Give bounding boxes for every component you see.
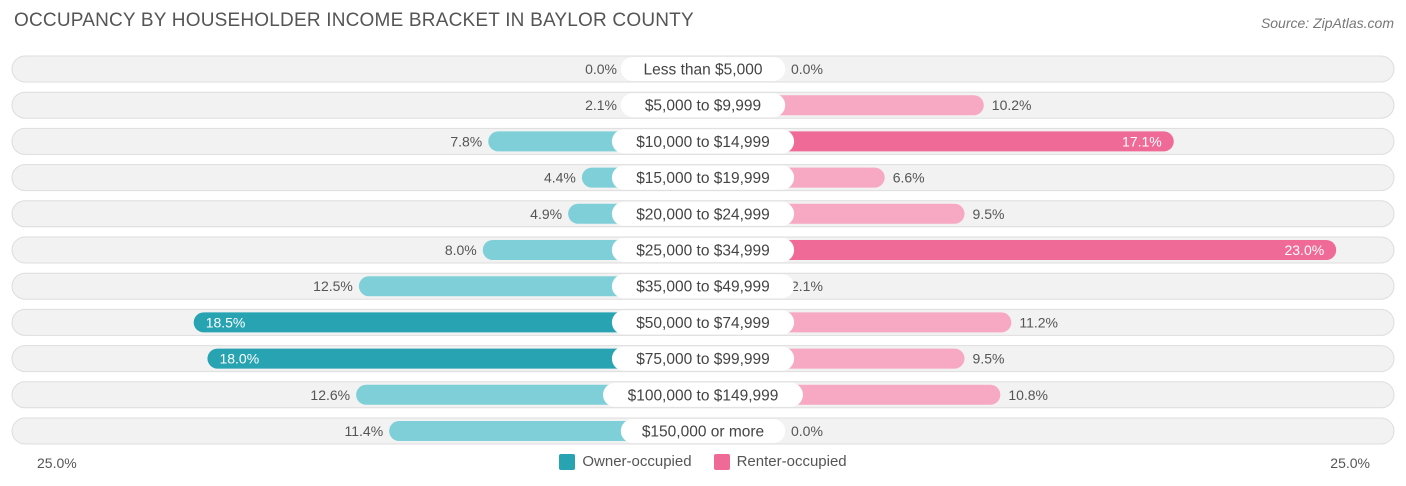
owner-value-label: 0.0% (585, 61, 617, 77)
renter-value-label: 0.0% (791, 61, 823, 77)
owner-value-label: 4.9% (530, 206, 562, 222)
renter-value-label: 9.5% (973, 206, 1005, 222)
category-label: $150,000 or more (642, 424, 764, 441)
legend-renter-label: Renter-occupied (736, 453, 847, 470)
category-pill (620, 57, 786, 81)
axis-left-label: 25.0% (37, 455, 77, 471)
category-pill (611, 165, 795, 190)
legend-item-renter: Renter-occupied (713, 453, 847, 470)
category-pill (620, 419, 786, 443)
owner-bar (207, 348, 713, 369)
renter-value-label: 17.1% (1122, 133, 1162, 149)
owner-value-label: 18.5% (206, 314, 246, 330)
legend-item-owner: Owner-occupied (559, 453, 692, 470)
renter-swatch (713, 453, 730, 470)
renter-value-label: 11.2% (1019, 314, 1058, 330)
renter-bar (693, 240, 1337, 260)
renter-value-label: 6.6% (893, 170, 925, 186)
owner-bar (193, 312, 713, 333)
category-label: $50,000 to $74,999 (636, 315, 770, 332)
category-label: $100,000 to $149,999 (628, 387, 779, 404)
owner-value-label: 11.4% (344, 423, 383, 439)
category-pill (603, 382, 803, 407)
category-label: $15,000 to $19,999 (636, 170, 770, 187)
legend: Owner-occupied Renter-occupied (0, 453, 1406, 470)
legend-owner-label: Owner-occupied (582, 453, 692, 470)
chart-title: OCCUPANCY BY HOUSEHOLDER INCOME BRACKET … (14, 10, 694, 31)
owner-value-label: 8.0% (445, 242, 477, 258)
axis-right-label: 25.0% (1330, 455, 1370, 471)
renter-value-label: 10.2% (992, 97, 1032, 113)
category-pill (611, 201, 795, 226)
category-label: $25,000 to $34,999 (636, 243, 770, 260)
owner-value-label: 12.6% (310, 387, 350, 403)
owner-value-label: 7.8% (450, 133, 482, 149)
owner-value-label: 4.4% (544, 170, 576, 186)
owner-value-label: 12.5% (313, 278, 353, 294)
renter-bar (693, 131, 1174, 152)
renter-value-label: 2.1% (791, 278, 823, 294)
renter-value-label: 0.0% (791, 423, 823, 439)
category-pill (611, 238, 795, 262)
category-pill (611, 346, 795, 371)
renter-value-label: 10.8% (1008, 387, 1048, 403)
owner-value-label: 2.1% (585, 97, 617, 113)
category-pill (620, 93, 786, 118)
category-label: $10,000 to $14,999 (636, 134, 770, 151)
category-pill (611, 274, 795, 299)
owner-value-label: 18.0% (219, 351, 259, 367)
category-label: Less than $5,000 (644, 62, 763, 79)
source-label: Source: ZipAtlas.com (1260, 15, 1394, 31)
category-pill (611, 129, 795, 154)
owner-swatch (559, 453, 576, 470)
category-label: $75,000 to $99,999 (636, 351, 770, 368)
category-label: $20,000 to $24,999 (636, 206, 770, 223)
renter-value-label: 9.5% (973, 351, 1005, 367)
renter-value-label: 23.0% (1284, 242, 1324, 258)
category-pill (611, 310, 795, 335)
category-label: $35,000 to $49,999 (636, 279, 770, 296)
category-label: $5,000 to $9,999 (645, 98, 761, 115)
